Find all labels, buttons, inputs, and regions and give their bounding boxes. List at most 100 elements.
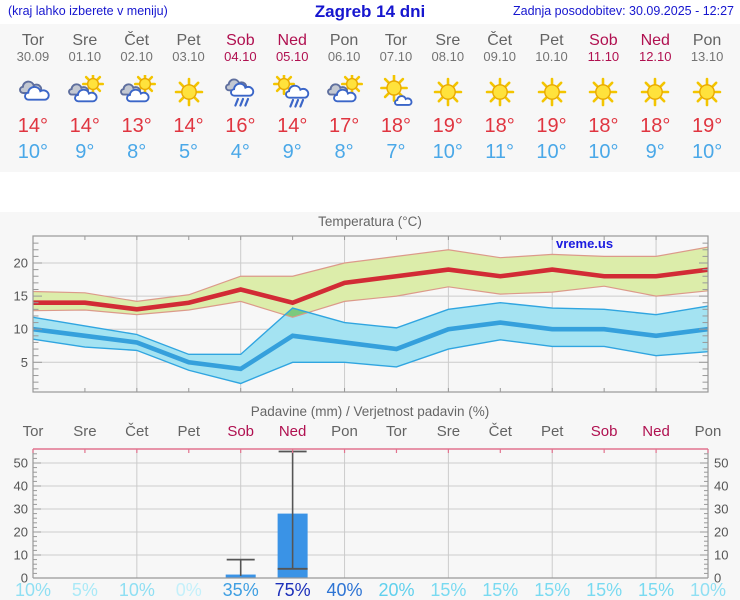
precip-day-label: Tor	[386, 423, 407, 440]
svg-text:40: 40	[14, 479, 28, 494]
precip-day-label: Sre	[73, 423, 97, 440]
forecast-day-column[interactable]: Čet 09.10 18° 11°	[474, 24, 526, 172]
sunny-cloud-icon	[370, 75, 422, 113]
min-temp-value: 9°	[75, 141, 95, 163]
min-temp-value: 9°	[282, 141, 302, 163]
temp-chart-title: Temperatura (°C)	[318, 214, 422, 229]
precip-probability-value: 15%	[482, 580, 519, 600]
svg-text:50: 50	[714, 456, 728, 471]
precip-day-label: Pet	[540, 423, 564, 440]
day-name: Pon	[329, 32, 359, 49]
sunny-icon	[526, 75, 578, 113]
day-name: Pet	[539, 32, 564, 49]
min-temp-value: 10°	[536, 141, 567, 163]
forecast-day-column[interactable]: Tor 30.09 14° 10°	[7, 24, 59, 172]
precip-probability-value: 35%	[222, 580, 259, 600]
precip-day-label: Čet	[125, 423, 149, 440]
precip-day-label: Sob	[227, 423, 255, 440]
svg-text:5: 5	[21, 355, 28, 370]
max-temp-value: 19°	[432, 115, 463, 137]
min-temp-value: 8°	[334, 141, 354, 163]
day-date: 04.10	[224, 49, 257, 64]
svg-text:20: 20	[14, 525, 28, 540]
forecast-day-column[interactable]: Pet 10.10 19° 10°	[526, 24, 578, 172]
forecast-day-column[interactable]: Pet 03.10 14° 5°	[163, 24, 215, 172]
day-date: 11.10	[587, 49, 620, 64]
day-name: Čet	[124, 32, 150, 49]
precip-probability-value: 0%	[175, 580, 202, 600]
day-name: Tor	[21, 32, 45, 49]
day-date: 09.10	[483, 49, 516, 64]
precip-day-label: Ned	[278, 423, 307, 440]
min-temp-value: 11°	[485, 141, 515, 163]
svg-text:20: 20	[714, 525, 728, 540]
precip-probability-value: 75%	[274, 580, 311, 600]
day-date: 06.10	[327, 49, 361, 64]
precip-day-labels-row: Tor Sre Čet Pet Sob Ned Pon Tor Sre Čet Pet Sob Ned P…	[0, 423, 740, 441]
sun-cloud-icon	[111, 75, 163, 113]
max-temp-value: 14°	[69, 115, 100, 137]
day-name: Sob	[589, 32, 618, 49]
sunny-icon	[474, 75, 526, 113]
max-temp-value: 13°	[121, 115, 152, 137]
forecast-day-column[interactable]: Pon 06.10 17° 8°	[318, 24, 370, 172]
sunny-icon	[422, 75, 474, 113]
sunny-icon	[629, 75, 681, 113]
forecast-day-column[interactable]: Ned 12.10 18° 9°	[629, 24, 681, 172]
day-name: Tor	[384, 32, 408, 49]
forecast-day-column[interactable]: Ned 05.10 14° 9°	[266, 24, 318, 172]
max-temp-value: 18°	[380, 115, 412, 137]
precip-chart-title: Padavine (mm) / Verjetnost padavin (%)	[250, 404, 490, 419]
max-temp-value: 18°	[484, 115, 515, 137]
svg-text:0: 0	[714, 571, 721, 586]
precip-day-label: Pon	[694, 423, 722, 440]
min-temp-value: 5°	[178, 141, 199, 163]
precip-day-label: Čet	[488, 423, 512, 440]
day-name: Sob	[226, 32, 255, 49]
forecast-day-column[interactable]: Sre 01.10 14° 9°	[59, 24, 111, 172]
svg-text:20: 20	[14, 256, 28, 271]
forecast-day-column[interactable]: Sre 08.10 19° 10°	[422, 24, 474, 172]
svg-text:30: 30	[714, 502, 728, 517]
svg-text:10: 10	[714, 548, 728, 563]
max-temp-value: 18°	[640, 115, 671, 137]
min-temp-value: 10°	[17, 141, 49, 163]
day-name: Pet	[176, 32, 201, 49]
precip-day-label: Pon	[331, 423, 358, 440]
min-temp-value: 10°	[588, 141, 619, 163]
forecast-day-column[interactable]: Pon 13.10 19° 10°	[681, 24, 733, 172]
precip-probability-value: 10%	[689, 580, 727, 600]
day-date: 10.10	[535, 49, 568, 64]
precip-probability-value: 5%	[71, 580, 98, 600]
sunny-icon	[577, 75, 629, 113]
sunny-icon	[681, 75, 733, 113]
svg-text:50: 50	[14, 456, 28, 471]
svg-text:30: 30	[14, 502, 28, 517]
forecast-day-column[interactable]: Tor 07.10 18° 7°	[370, 24, 422, 172]
forecast-day-column[interactable]: Sob 11.10 18° 10°	[577, 24, 629, 172]
precip-probability-value: 15%	[534, 580, 571, 600]
max-temp-value: 16°	[225, 115, 256, 137]
svg-text:10: 10	[14, 322, 28, 337]
precip-probability-value: 40%	[326, 580, 363, 600]
min-temp-value: 8°	[127, 141, 147, 163]
max-temp-value: 19°	[691, 115, 723, 137]
forecast-day-column[interactable]: Čet 02.10 13° 8°	[111, 24, 163, 172]
day-name: Čet	[487, 32, 513, 49]
forecast-day-column[interactable]: Sob 04.10 16° 4°	[214, 24, 266, 172]
watermark-link[interactable]: vreme.us	[556, 236, 614, 251]
precip-day-label: Ned	[642, 423, 670, 440]
last-update-text: Zadnja posodobitev: 30.09.2025 - 12:27	[512, 4, 734, 18]
precip-probability-row: 10% 5% 10% 0% 35% 75% 40% 20% 15% 15% 15% 15% 15% 10%	[0, 580, 740, 600]
max-temp-value: 14°	[173, 115, 204, 137]
day-date: 07.10	[379, 49, 413, 64]
location-menu-hint[interactable]: (kraj lahko izberete v meniju)	[8, 4, 168, 18]
day-date: 12.10	[638, 49, 672, 64]
min-temp-value: 4°	[230, 141, 250, 163]
max-temp-value: 18°	[588, 115, 619, 137]
precip-probability-value: 15%	[586, 580, 623, 600]
precip-probability-value: 10%	[14, 580, 52, 600]
header: (kraj lahko izberete v meniju) Zagreb 14…	[0, 0, 740, 24]
min-temp-value: 10°	[432, 141, 463, 163]
